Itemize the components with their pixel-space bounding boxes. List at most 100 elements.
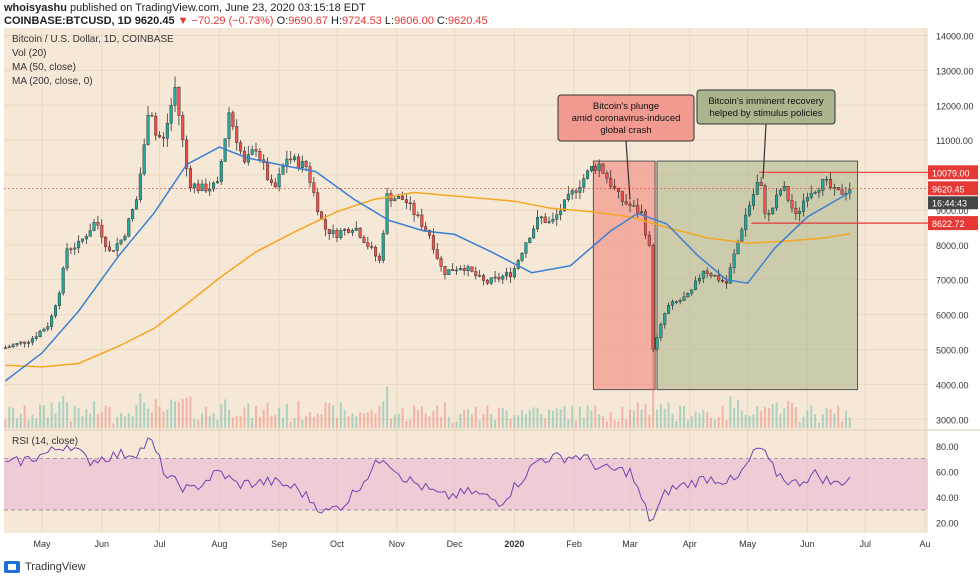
candle-body: [77, 241, 81, 249]
volume-bar: [528, 410, 531, 428]
volume-bar: [166, 409, 169, 428]
volume-bar: [490, 414, 493, 428]
candle-body: [235, 126, 239, 143]
last-price-tag-bg: [928, 181, 978, 196]
candle-body: [794, 207, 798, 214]
volume-bar: [594, 405, 597, 428]
volume-bar: [694, 411, 697, 428]
volume-bar: [841, 421, 844, 428]
volume-bar: [405, 420, 408, 428]
volume-bar: [231, 417, 234, 428]
author-name[interactable]: whoisyashu: [4, 2, 67, 14]
candle-body: [289, 158, 293, 161]
volume-bar: [62, 395, 65, 428]
volume-bar: [35, 418, 38, 428]
volume-bar: [679, 406, 682, 428]
volume-bar: [440, 416, 443, 428]
support-tag: 8622.72: [932, 219, 965, 229]
rsi-tick-label: 40.00: [936, 493, 959, 503]
volume-bar: [382, 401, 385, 428]
rsi-tick-label: 80.00: [936, 442, 959, 452]
annotation-boxes: [592, 160, 859, 391]
candle-body: [204, 183, 208, 192]
candle-body: [609, 178, 613, 187]
volume-bar: [297, 401, 300, 428]
candle-body: [185, 139, 189, 169]
volume-bar: [775, 402, 778, 428]
volume-bar: [23, 405, 26, 428]
time-axis[interactable]: May Jun Jul Aug Sep Oct Nov Dec 2020 Feb Mar Apr May…: [33, 539, 930, 549]
volume-bar: [100, 412, 103, 428]
candle-body: [316, 192, 320, 212]
candle-body: [574, 190, 578, 193]
volume-bar: [208, 415, 211, 428]
volume-bar: [833, 413, 836, 428]
high-label: H:: [331, 15, 343, 27]
volume-bar: [181, 399, 184, 428]
volume-bar: [756, 406, 759, 428]
candle-body: [763, 185, 767, 214]
price-tick-label: 14000.00: [936, 31, 974, 41]
candle-body: [258, 151, 262, 160]
candle-body: [173, 87, 177, 106]
candle-body: [485, 280, 489, 284]
candle-body: [188, 168, 192, 188]
time-tick-label: Au: [919, 539, 930, 549]
candle-body: [131, 209, 135, 219]
candle-body: [381, 233, 385, 261]
volume-bar: [817, 422, 820, 428]
price-tick-label: 13000.00: [936, 66, 974, 76]
volume-bar: [293, 418, 296, 428]
candle-body: [605, 172, 609, 179]
candle-body: [832, 187, 836, 189]
volume-bar: [486, 405, 489, 428]
open-label: O:: [276, 15, 289, 27]
volume-bar: [281, 417, 284, 428]
footer-brand[interactable]: TradingView: [25, 561, 86, 573]
candle-body: [613, 186, 617, 189]
candle-body: [96, 222, 100, 226]
candle-body: [146, 114, 150, 145]
candle-body: [647, 234, 651, 246]
price-tick-label: 12000.00: [936, 101, 974, 111]
candle-body: [281, 166, 285, 175]
candle-body: [293, 156, 297, 161]
time-tick-label: Dec: [447, 539, 464, 549]
volume-bar: [567, 419, 570, 428]
price-axis[interactable]: 14000.0013000.0012000.0011000.0010000.00…: [936, 31, 974, 528]
time-tick-label: Jul: [859, 539, 871, 549]
candle-body: [721, 280, 725, 282]
candle-body: [92, 222, 96, 231]
ma200-line: [5, 191, 850, 368]
candle-body: [775, 194, 779, 209]
volume-bar: [497, 407, 500, 428]
candle-body: [65, 248, 69, 269]
volume-bar: [85, 409, 88, 428]
plunge-callout-text: global crash: [600, 125, 651, 136]
volume-bar: [474, 406, 477, 428]
volume-bar: [729, 396, 732, 428]
candle-body: [505, 272, 509, 277]
candle-body: [50, 315, 54, 327]
chart-header: whoisyashu published on TradingView.com,…: [0, 0, 980, 28]
tradingview-logo-icon: [4, 561, 20, 573]
volume-bar: [328, 403, 331, 428]
volume-bar: [767, 407, 770, 428]
candle-body: [466, 266, 470, 272]
candle-body: [61, 267, 65, 294]
volume-bar: [270, 416, 273, 428]
btc-chart[interactable]: 14000.0013000.0012000.0011000.0010000.00…: [0, 28, 980, 558]
volume-bar: [12, 407, 15, 428]
volume-bar: [829, 408, 832, 428]
candle-body: [586, 170, 590, 179]
volume-bar: [355, 416, 358, 428]
volume-bar: [432, 410, 435, 428]
volume-bar: [366, 412, 369, 428]
volume-bar: [690, 415, 693, 428]
candle-body: [532, 228, 536, 239]
volume-bar: [235, 416, 238, 428]
volume-bar: [81, 416, 84, 428]
candle-body: [408, 202, 412, 205]
volume-bar: [794, 407, 797, 428]
volume-bar: [397, 413, 400, 428]
